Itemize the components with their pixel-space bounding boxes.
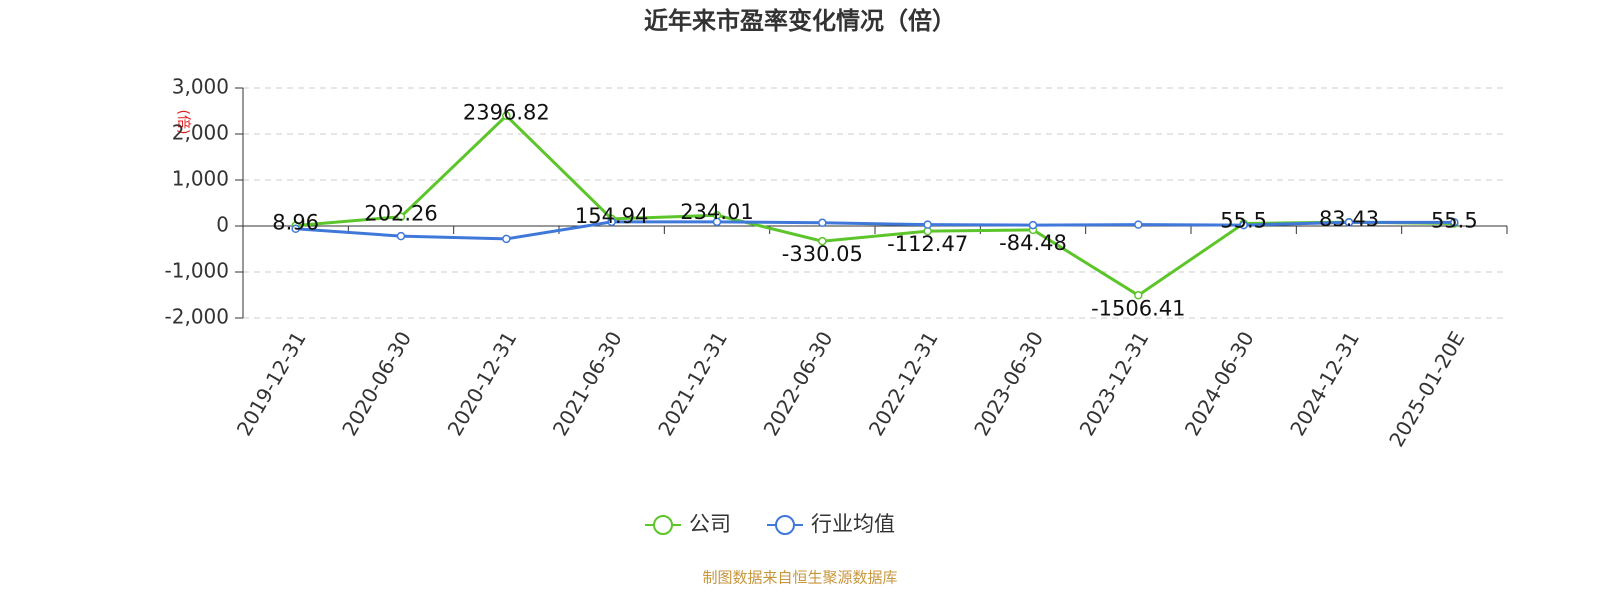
x-tick-label: 2021-06-30: [548, 327, 627, 440]
data-label: -112.47: [887, 232, 968, 256]
data-label: 2396.82: [463, 101, 550, 125]
x-tick-label: 2022-06-30: [759, 327, 838, 440]
x-tick-label: 2021-12-31: [653, 327, 732, 440]
point: [607, 217, 616, 227]
point: [291, 224, 300, 234]
series-line: [295, 113, 1455, 298]
point: [1134, 220, 1143, 229]
y-tick-label: 1,000: [172, 167, 229, 191]
x-tick-label: 2020-12-31: [443, 327, 522, 440]
point: [1028, 220, 1038, 230]
point: [712, 217, 722, 227]
data-label: 8.96: [272, 211, 319, 235]
legend-label: 行业均值: [811, 512, 895, 536]
point: [1239, 220, 1248, 230]
point: [1134, 291, 1143, 300]
data-label: 83.43: [1319, 207, 1379, 231]
data-label: 55.5: [1220, 208, 1267, 232]
legend-marker: [653, 515, 673, 535]
x-tick-label: 2024-06-30: [1180, 327, 1259, 440]
series-line: [295, 220, 1455, 241]
point: [818, 236, 827, 246]
chart-title: 近年来市盈率变化情况（倍）: [644, 7, 956, 35]
point: [396, 212, 406, 221]
point: [1344, 218, 1354, 227]
data-label: -330.05: [782, 242, 863, 266]
y-tick-label: 3,000: [172, 75, 229, 99]
source-note: 制图数据来自恒生聚源数据库: [702, 569, 897, 587]
point: [502, 111, 511, 120]
x-tick-label: 2024-12-31: [1285, 327, 1364, 440]
y-tick-label: -2,000: [165, 305, 229, 329]
point: [923, 220, 932, 229]
data-label: -84.48: [999, 231, 1067, 255]
data-label: 202.26: [364, 202, 437, 226]
y-tick-label: -1,000: [165, 259, 229, 283]
x-tick-label: 2023-12-31: [1075, 327, 1154, 440]
legend-label: 公司: [689, 512, 731, 536]
point: [1450, 218, 1459, 227]
y-tick-label: 0: [216, 213, 229, 237]
point: [502, 234, 511, 244]
x-tick-label: 2019-12-31: [232, 327, 311, 440]
x-tick-label: 2020-06-30: [337, 327, 416, 440]
y-axis-label: (倍): [175, 110, 191, 135]
x-tick-label: 2023-06-30: [969, 327, 1048, 440]
data-label: 154.94: [575, 204, 648, 228]
data-label: -1506.41: [1091, 296, 1185, 320]
point: [396, 231, 406, 241]
data-label: 234.01: [680, 200, 753, 224]
x-tick-label: 2022-12-31: [864, 327, 943, 440]
x-tick-label: 2025-01-20E: [1384, 327, 1469, 451]
point: [818, 218, 827, 228]
legend-marker: [775, 515, 795, 535]
data-label: 55.5: [1431, 208, 1478, 232]
y-tick-label: 2,000: [172, 121, 229, 145]
